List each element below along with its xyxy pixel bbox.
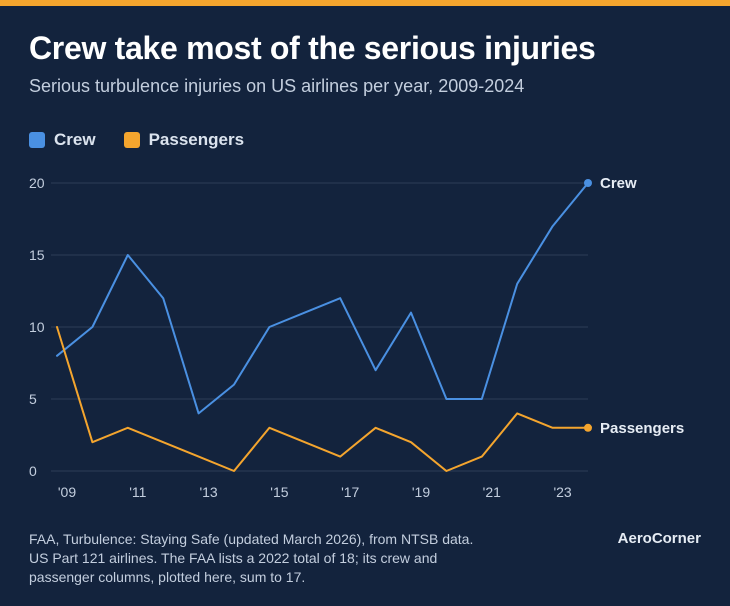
x-tick-label-15: '15 <box>270 484 288 500</box>
series-end-label-passengers: Passengers <box>600 420 684 437</box>
series-end-point-passengers <box>584 423 592 432</box>
x-tick-label-19: '19 <box>412 484 430 500</box>
legend-item-passengers: Passengers <box>123 130 245 150</box>
series-line-crew <box>56 182 589 415</box>
source-line-2: US Part 121 airlines. The FAA lists a 20… <box>29 550 438 566</box>
y-tick-label-0: 0 <box>29 463 37 479</box>
x-tick-label-23: '23 <box>553 484 571 500</box>
chart-subtitle: Serious turbulence injuries on US airlin… <box>29 76 525 96</box>
series-end-point-crew <box>584 179 592 187</box>
source-line-1: FAA, Turbulence: Staying Safe (updated M… <box>29 531 474 547</box>
legend-swatch-crew <box>29 132 45 148</box>
legend-item-crew: Crew <box>29 130 96 150</box>
y-tick-label-15: 15 <box>29 247 45 263</box>
legend-label-passengers: Passengers <box>148 130 245 149</box>
x-tick-label-13: '13 <box>199 484 217 500</box>
legend-label-crew: Crew <box>54 130 96 149</box>
y-tick-label-10: 10 <box>29 319 45 335</box>
x-tick-label-09: '09 <box>58 484 76 500</box>
legend-swatch-passengers <box>123 132 140 148</box>
x-tick-label-17: '17 <box>341 484 359 500</box>
legend: Crew Passengers <box>29 130 272 150</box>
series-end-label-crew: Crew <box>600 175 637 192</box>
x-tick-label-21: '21 <box>483 484 501 500</box>
y-tick-label-5: 5 <box>29 391 37 407</box>
y-tick-label-20: 20 <box>29 175 45 191</box>
series-line-passengers <box>56 326 589 472</box>
chart-title: Crew take most of the serious injuries <box>29 30 596 66</box>
brand-label: AeroCorner <box>617 530 701 547</box>
accent-bar <box>0 0 730 6</box>
x-tick-label-11: '11 <box>129 484 146 500</box>
source-note: FAA, Turbulence: Staying Safe (updated M… <box>29 530 549 587</box>
source-line-3: passenger columns, plotted here, sum to … <box>29 569 306 585</box>
